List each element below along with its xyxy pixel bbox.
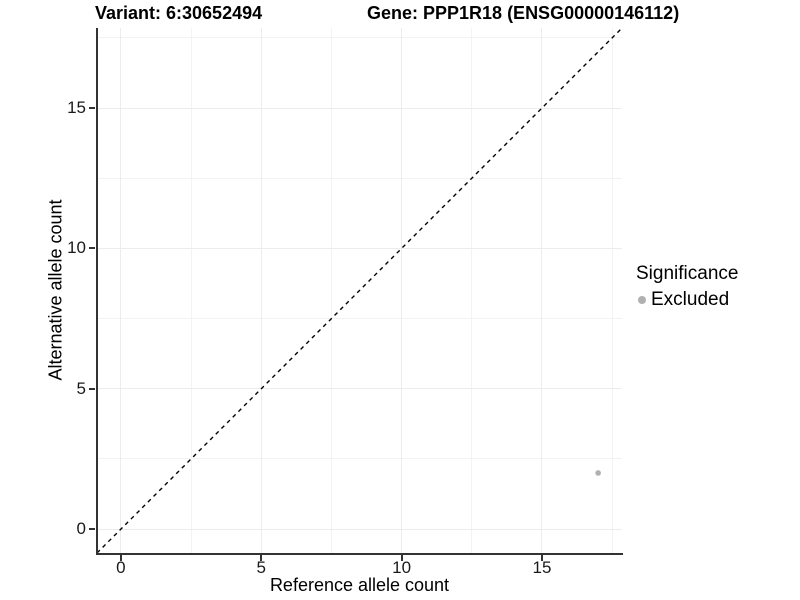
x-axis-line: [95, 553, 623, 555]
major-gridline-horizontal: [97, 247, 622, 249]
minor-gridline-vertical: [611, 28, 613, 553]
x-tick-label: 0: [116, 558, 126, 577]
y-tick-label: 5: [76, 378, 86, 398]
major-gridline-horizontal: [97, 107, 622, 109]
major-gridline-horizontal: [97, 528, 622, 530]
legend-item-excluded: Excluded: [636, 289, 738, 311]
x-tick-mark: [540, 555, 543, 561]
excluded-point-icon: [638, 296, 646, 304]
minor-gridline-vertical: [330, 28, 332, 553]
minor-gridline-vertical: [190, 28, 192, 553]
legend-title: Significance: [636, 263, 739, 284]
minor-gridline-vertical: [471, 28, 473, 553]
variant-title: Variant: 6:30652494: [95, 3, 263, 23]
y-axis-title: Alternative allele count: [45, 199, 66, 381]
gene-title: Gene: PPP1R18 (ENSG00000146112): [367, 3, 680, 23]
minor-gridline-horizontal: [97, 318, 622, 320]
y-tick-mark: [89, 528, 95, 531]
x-tick-mark: [119, 555, 122, 561]
x-tick-label: 15: [532, 558, 552, 577]
y-tick-mark: [89, 387, 95, 390]
legend-item-label: Excluded: [651, 289, 730, 310]
y-tick-mark: [89, 107, 95, 109]
minor-gridline-horizontal: [97, 37, 622, 39]
x-tick-label: 10: [392, 558, 412, 577]
y-tick-label: 10: [67, 238, 86, 258]
x-tick-label: 5: [256, 558, 266, 577]
y-tick-mark: [89, 247, 95, 250]
major-gridline-vertical: [120, 28, 122, 553]
x-tick-mark: [400, 555, 403, 561]
identity-reference-line: [97, 28, 622, 553]
legend: Significance Excluded: [636, 263, 738, 311]
x-tick-mark: [260, 555, 263, 561]
major-gridline-vertical: [260, 28, 262, 553]
x-axis-title: Reference allele count: [269, 575, 450, 595]
plot-canvas: [97, 28, 622, 553]
plot-panel: [97, 28, 622, 553]
major-gridline-horizontal: [97, 388, 622, 390]
minor-gridline-horizontal: [97, 177, 622, 179]
data-point: [595, 470, 601, 476]
y-axis-line: [95, 28, 98, 555]
major-gridline-vertical: [541, 28, 543, 553]
major-gridline-vertical: [401, 28, 403, 553]
minor-gridline-horizontal: [97, 458, 622, 460]
y-tick-label: 15: [67, 98, 86, 117]
y-tick-label: 0: [76, 519, 86, 539]
